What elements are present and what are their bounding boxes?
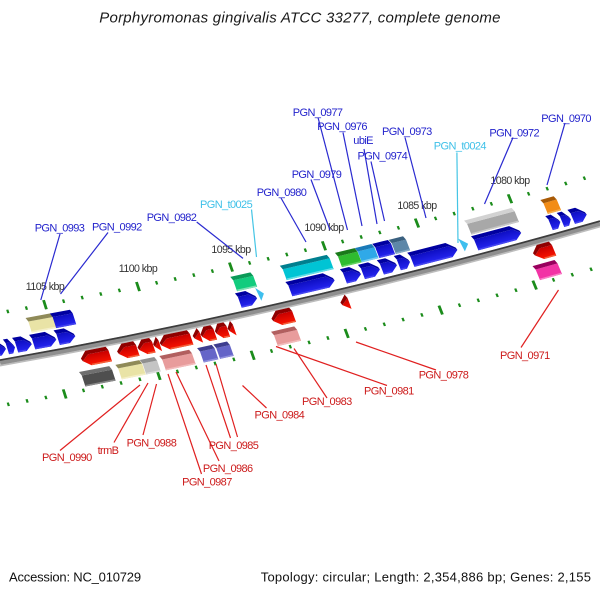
- svg-text:PGN_0988: PGN_0988: [127, 438, 177, 450]
- svg-text:Topology: circular; Length: 2,: Topology: circular; Length: 2,354,886 bp…: [261, 570, 592, 585]
- svg-text:PGN_0980: PGN_0980: [257, 187, 307, 199]
- svg-text:PGN_0986: PGN_0986: [203, 463, 253, 475]
- svg-text:PGN_0981: PGN_0981: [364, 386, 414, 398]
- svg-text:PGN_0993: PGN_0993: [35, 223, 85, 235]
- svg-text:1080 kbp: 1080 kbp: [490, 175, 530, 187]
- svg-text:1100 kbp: 1100 kbp: [119, 263, 158, 275]
- svg-text:PGN_0977: PGN_0977: [293, 107, 343, 119]
- svg-text:ubiE: ubiE: [353, 135, 373, 147]
- svg-text:1090 kbp: 1090 kbp: [304, 222, 344, 234]
- svg-text:1105 kbp: 1105 kbp: [26, 281, 65, 293]
- svg-text:PGN_t0024: PGN_t0024: [434, 141, 487, 153]
- svg-text:PGN_0972: PGN_0972: [489, 127, 539, 139]
- svg-text:PGN_0985: PGN_0985: [209, 440, 259, 452]
- svg-text:PGN_0990: PGN_0990: [42, 452, 92, 464]
- svg-text:1085 kbp: 1085 kbp: [397, 200, 437, 212]
- svg-text:Accession: NC_010729: Accession: NC_010729: [9, 570, 141, 585]
- svg-text:PGN_0970: PGN_0970: [541, 113, 591, 125]
- svg-text:PGN_0984: PGN_0984: [255, 410, 305, 422]
- svg-text:PGN_0973: PGN_0973: [382, 126, 432, 138]
- svg-text:PGN_0978: PGN_0978: [419, 370, 469, 382]
- svg-text:PGN_t0025: PGN_t0025: [200, 199, 253, 211]
- svg-text:trmB: trmB: [98, 445, 119, 457]
- svg-text:PGN_0987: PGN_0987: [182, 477, 232, 489]
- svg-text:PGN_0976: PGN_0976: [317, 121, 367, 133]
- svg-text:1095 kbp: 1095 kbp: [211, 244, 251, 256]
- svg-text:PGN_0971: PGN_0971: [500, 350, 550, 362]
- svg-text:PGN_0992: PGN_0992: [92, 222, 142, 234]
- svg-text:PGN_0983: PGN_0983: [302, 396, 352, 408]
- svg-text:Porphyromonas gingivalis ATCC: Porphyromonas gingivalis ATCC 33277, com…: [99, 10, 501, 27]
- svg-text:PGN_0974: PGN_0974: [358, 151, 408, 163]
- svg-text:PGN_0982: PGN_0982: [147, 212, 197, 224]
- svg-text:PGN_0979: PGN_0979: [292, 169, 342, 181]
